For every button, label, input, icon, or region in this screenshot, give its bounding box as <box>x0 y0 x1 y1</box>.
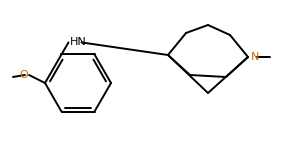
Text: O: O <box>19 70 28 80</box>
Text: HN: HN <box>69 37 86 47</box>
Text: N: N <box>251 52 259 62</box>
